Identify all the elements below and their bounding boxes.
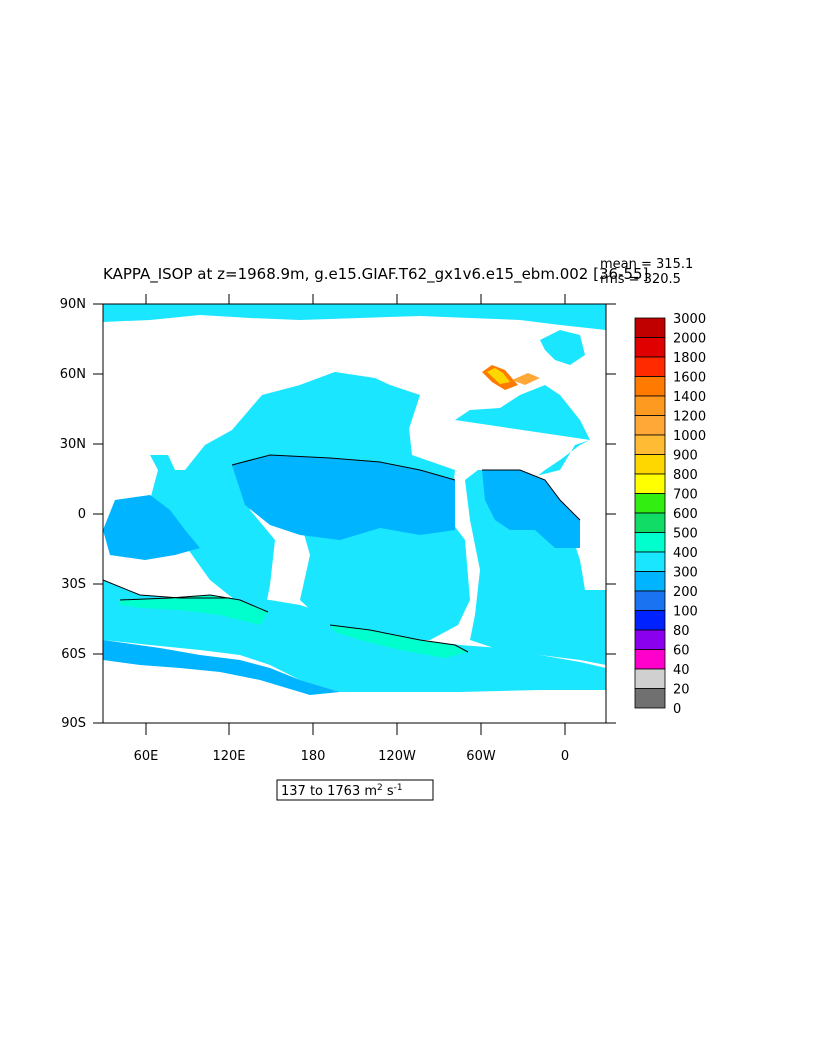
colorbar-label: 1000	[673, 429, 706, 444]
colorbar-label: 900	[673, 449, 698, 464]
x-tick-label: 60E	[134, 749, 159, 764]
stats-rms: rms = 320.5	[600, 272, 681, 287]
y-tick-label: 30N	[60, 437, 86, 452]
colorbar-swatch	[634, 493, 666, 514]
map-panel	[102, 303, 607, 724]
colorbar-swatch	[634, 610, 666, 631]
x-tick-label: 180	[301, 749, 326, 764]
contour-lines	[102, 454, 581, 653]
colorbar-label: 40	[673, 663, 690, 678]
colorbar-label: 300	[673, 566, 698, 581]
x-tick-label: 60W	[466, 749, 496, 764]
colorbar-swatch	[634, 668, 666, 689]
colorbar-label: 0	[673, 702, 681, 717]
x-tick-label: 120W	[378, 749, 416, 764]
y-tick-label: 60N	[60, 367, 86, 382]
y-axis: 90N 60N 30N 0 30S 60S 90S	[60, 297, 616, 731]
colorbar-label: 1800	[673, 351, 706, 366]
colorbar-swatch	[634, 337, 666, 358]
ocean-fill	[103, 304, 606, 695]
colorbar-swatch	[634, 473, 666, 494]
colorbar-label: 20	[673, 683, 690, 698]
colorbar-swatch	[634, 395, 666, 416]
colorbar-swatch	[634, 571, 666, 592]
colorbar-label: 1600	[673, 371, 706, 386]
colorbar-swatch	[634, 649, 666, 670]
colorbar-swatch	[634, 512, 666, 533]
colorbar-label: 1400	[673, 390, 706, 405]
colorbar-swatch	[634, 551, 666, 572]
y-tick-label: 90N	[60, 297, 86, 312]
range-label-box: 137 to 1763 m2 s-1	[276, 779, 434, 801]
colorbar-label: 600	[673, 507, 698, 522]
plot-title: KAPPA_ISOP at z=1968.9m, g.e15.GIAF.T62_…	[103, 265, 648, 284]
colorbar-label: 60	[673, 644, 690, 659]
x-tick-label: 120E	[212, 749, 245, 764]
y-tick-label: 30S	[61, 577, 86, 592]
colorbar-swatch	[634, 356, 666, 377]
colorbar-label: 700	[673, 488, 698, 503]
colorbar-label: 400	[673, 546, 698, 561]
y-tick-label: 60S	[61, 647, 86, 662]
colorbar-label: 80	[673, 624, 690, 639]
stats-mean: mean = 315.1	[600, 257, 693, 272]
colorbar-label: 100	[673, 605, 698, 620]
x-tick-label: 0	[561, 749, 569, 764]
colorbar-swatch	[634, 376, 666, 397]
y-tick-label: 90S	[61, 716, 86, 731]
colorbar-label: 800	[673, 468, 698, 483]
colorbar-swatch	[634, 434, 666, 455]
colorbar-label: 1200	[673, 410, 706, 425]
colorbar-label: 3000	[673, 312, 706, 327]
range-unit: s	[383, 784, 394, 799]
range-unit-exp: 2	[377, 783, 383, 793]
colorbar-label: 2000	[673, 332, 706, 347]
y-tick-label: 0	[78, 507, 86, 522]
x-axis: 60E 120E 180 120W 60W 0	[134, 294, 569, 764]
colorbar-label: 500	[673, 527, 698, 542]
colorbar-swatch	[634, 317, 666, 338]
colorbar-swatch	[634, 688, 666, 709]
range-text: 137 to 1763 m	[281, 784, 377, 799]
range-unit-exp: -1	[394, 783, 403, 793]
colorbar-label: 200	[673, 585, 698, 600]
colorbar-swatch	[634, 454, 666, 475]
colorbar-swatch	[634, 629, 666, 650]
colorbar-swatch	[634, 415, 666, 436]
svg-text:137 to 1763 m2 s-1: 137 to 1763 m2 s-1	[281, 783, 403, 799]
colorbar-swatch	[634, 532, 666, 553]
colorbar: 3000200018001600140012001000900800700600…	[634, 312, 706, 717]
colorbar-swatch	[634, 590, 666, 611]
